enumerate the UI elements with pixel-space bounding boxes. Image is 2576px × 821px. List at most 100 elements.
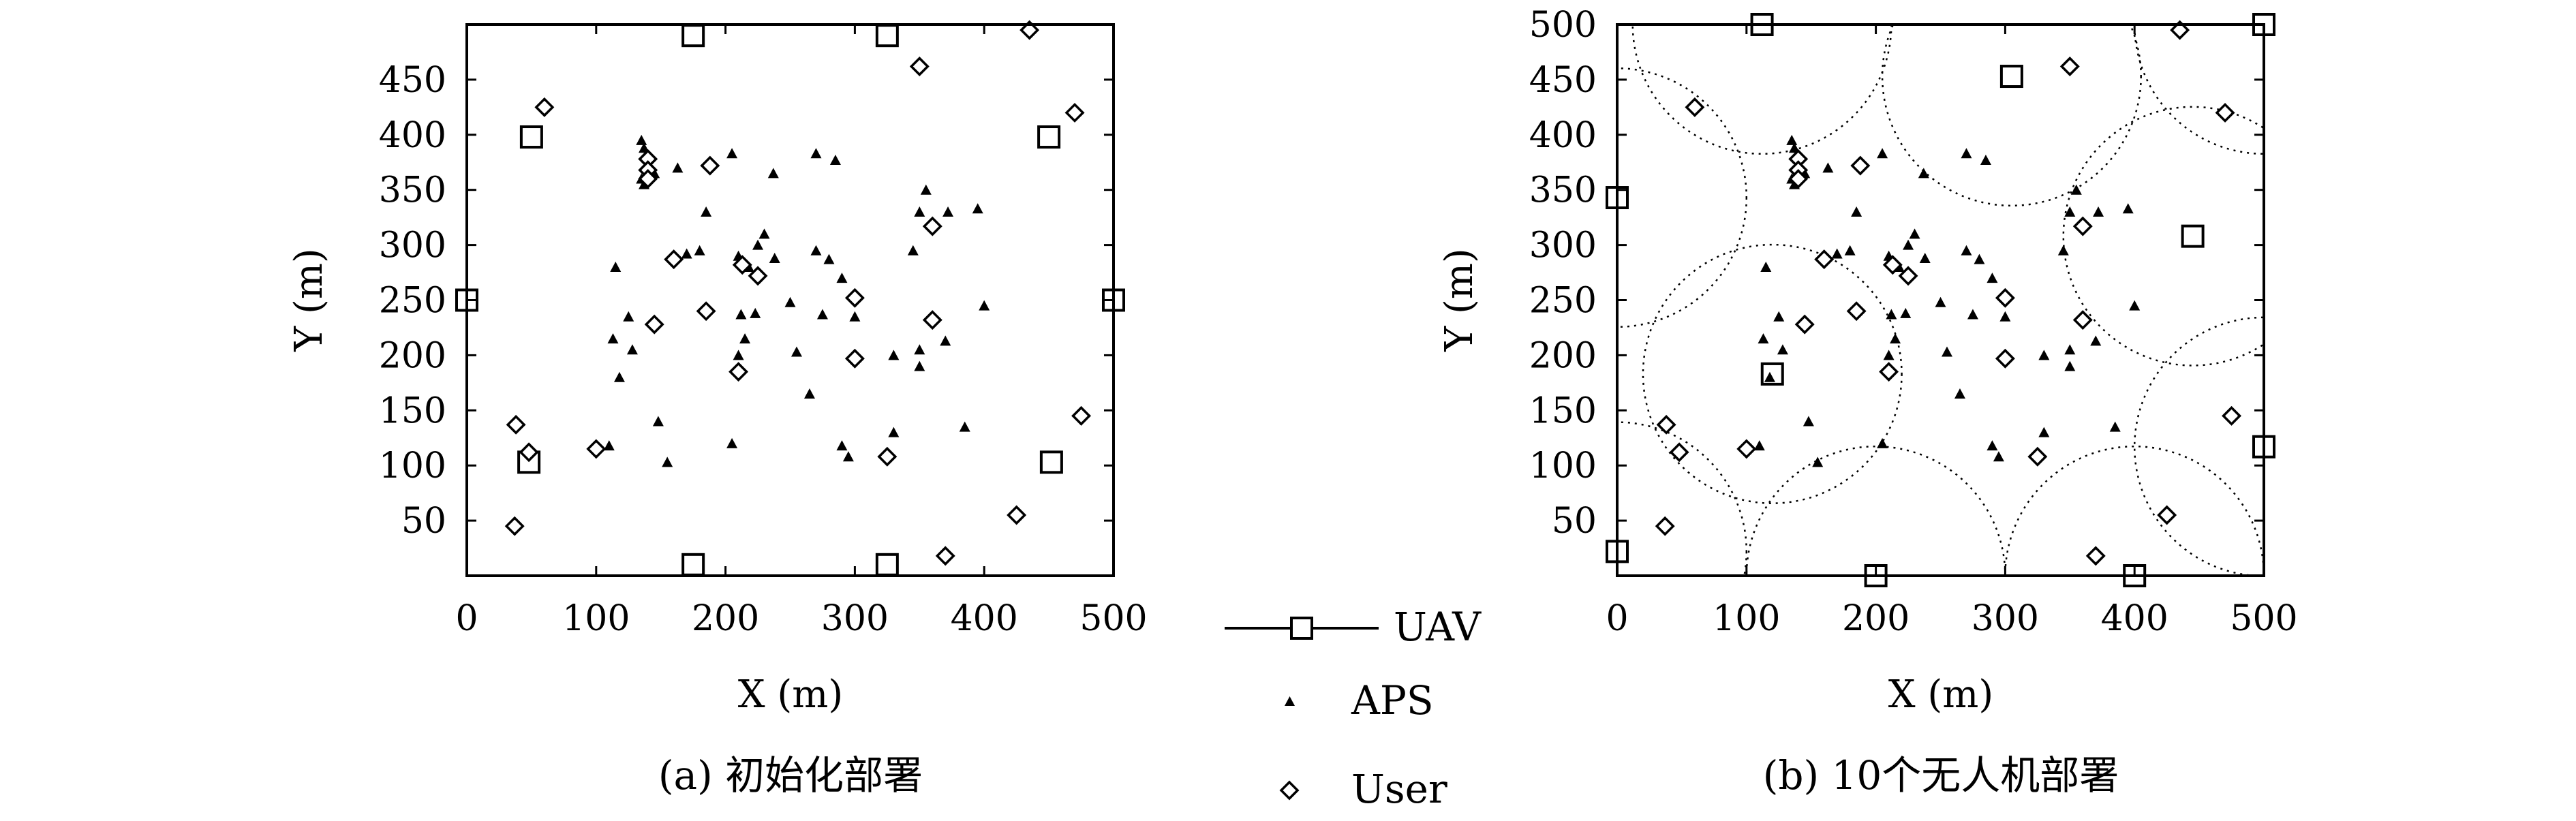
user-point	[2085, 546, 2106, 566]
x-tick-label: 400	[951, 598, 1018, 639]
aps-point	[1974, 253, 1985, 264]
aps-point	[1961, 245, 1972, 255]
aps-point	[2129, 300, 2141, 311]
panel-a-caption: (a) 初始化部署	[658, 752, 923, 799]
uav-coverage-circle	[1617, 421, 1747, 576]
aps-point	[726, 148, 738, 159]
user-point	[519, 442, 539, 463]
aps-point	[1822, 162, 1834, 173]
aps-point	[1999, 311, 2011, 322]
aps-point	[888, 350, 900, 360]
aps-point	[1941, 346, 1952, 357]
y-tick-label: 400	[1529, 115, 1597, 156]
aps-point	[1883, 350, 1895, 360]
uav-coverage-circle	[1881, 25, 2142, 207]
aps-point	[823, 253, 835, 264]
aps-point	[769, 253, 780, 264]
aps-point	[816, 309, 828, 320]
user-point	[644, 314, 664, 335]
user-point	[1879, 362, 1899, 382]
y-tick-label: 300	[1529, 226, 1597, 266]
aps-point	[626, 344, 638, 355]
aps-point	[1773, 311, 1785, 322]
aps-point	[613, 371, 625, 382]
aps-point	[810, 148, 822, 159]
panel-b-marks	[1606, 13, 2275, 587]
aps-point	[2064, 206, 2076, 217]
user-point	[2215, 102, 2235, 123]
aps-point	[1935, 296, 1946, 307]
panel-a-ticks: 0 100 200 300 400 500 50 100 150 200 250 300 350 400 4…	[379, 25, 1148, 639]
legend: UAV APS User	[1225, 604, 1482, 812]
aps-point	[1967, 309, 1978, 320]
user-point	[696, 301, 716, 322]
aps-point	[1961, 148, 1972, 159]
y-tick-label: 250	[1529, 281, 1597, 322]
uav-coverage-circle	[1642, 243, 1903, 504]
aps-point	[1980, 155, 1991, 166]
y-tick-label: 450	[379, 60, 446, 101]
user-point	[1685, 97, 1705, 117]
aps-point	[1919, 253, 1931, 264]
aps-point	[888, 427, 900, 437]
x-tick-label: 100	[1713, 598, 1780, 639]
aps-point	[836, 440, 848, 451]
user-point	[844, 348, 865, 369]
aps-point	[2109, 421, 2121, 432]
user-point	[506, 414, 526, 435]
aps-point	[836, 273, 848, 283]
y-tick-label: 100	[1529, 446, 1597, 486]
user-point	[664, 249, 684, 270]
user-point	[1995, 288, 2015, 308]
panel-b-coverage-layer	[1617, 25, 2264, 576]
uav-point	[2181, 224, 2205, 248]
user-point	[935, 546, 955, 566]
panel-a-initial-deployment: 0 100 200 300 400 500 50 100 150 200 250 300 350 400 4…	[287, 20, 1148, 799]
x-tick-label: 500	[1079, 598, 1147, 639]
x-tick-label: 200	[692, 598, 759, 639]
user-point	[1064, 102, 1085, 123]
aps-point	[1844, 245, 1856, 255]
aps-point	[758, 228, 770, 239]
uav-point	[681, 553, 705, 576]
aps-point	[1890, 333, 1901, 344]
user-point	[729, 362, 749, 382]
x-tick-label: 300	[1972, 598, 2039, 639]
aps-point	[1760, 261, 1772, 272]
aps-point	[920, 184, 932, 195]
aps-point	[914, 206, 925, 217]
user-point	[2072, 310, 2093, 330]
uav-point	[1037, 125, 1061, 149]
aps-point	[610, 261, 622, 272]
x-tick-label: 0	[1606, 598, 1628, 639]
y-tick-label: 350	[379, 170, 446, 211]
aps-point	[662, 456, 673, 467]
aps-point	[1786, 134, 1798, 145]
aps-point	[1918, 168, 1929, 179]
y-tick-label: 50	[1552, 501, 1597, 542]
user-point	[844, 288, 865, 308]
user-point	[1788, 169, 1809, 189]
uav-point	[875, 553, 899, 576]
uav-point	[681, 24, 705, 48]
user-point	[1736, 439, 1757, 459]
aps-point	[2070, 184, 2082, 195]
aps-point	[607, 333, 619, 344]
user-point	[748, 266, 768, 286]
aps-point	[2093, 206, 2104, 217]
user-point	[1898, 266, 1918, 286]
legend-user-marker	[1279, 780, 1300, 801]
uav-point	[1999, 65, 2023, 89]
aps-point	[2064, 360, 2076, 371]
aps-point	[1758, 333, 1769, 344]
aps-point	[752, 239, 764, 250]
user-point	[1655, 516, 1675, 536]
panel-a-y-axis-title: Y (m)	[287, 248, 331, 352]
panel-a-x-axis-title: X (m)	[738, 672, 843, 717]
y-tick-label: 100	[379, 446, 446, 486]
aps-point	[810, 245, 822, 255]
user-point	[922, 310, 942, 330]
uav-coverage-circle	[1617, 67, 1747, 328]
user-point	[877, 446, 898, 467]
